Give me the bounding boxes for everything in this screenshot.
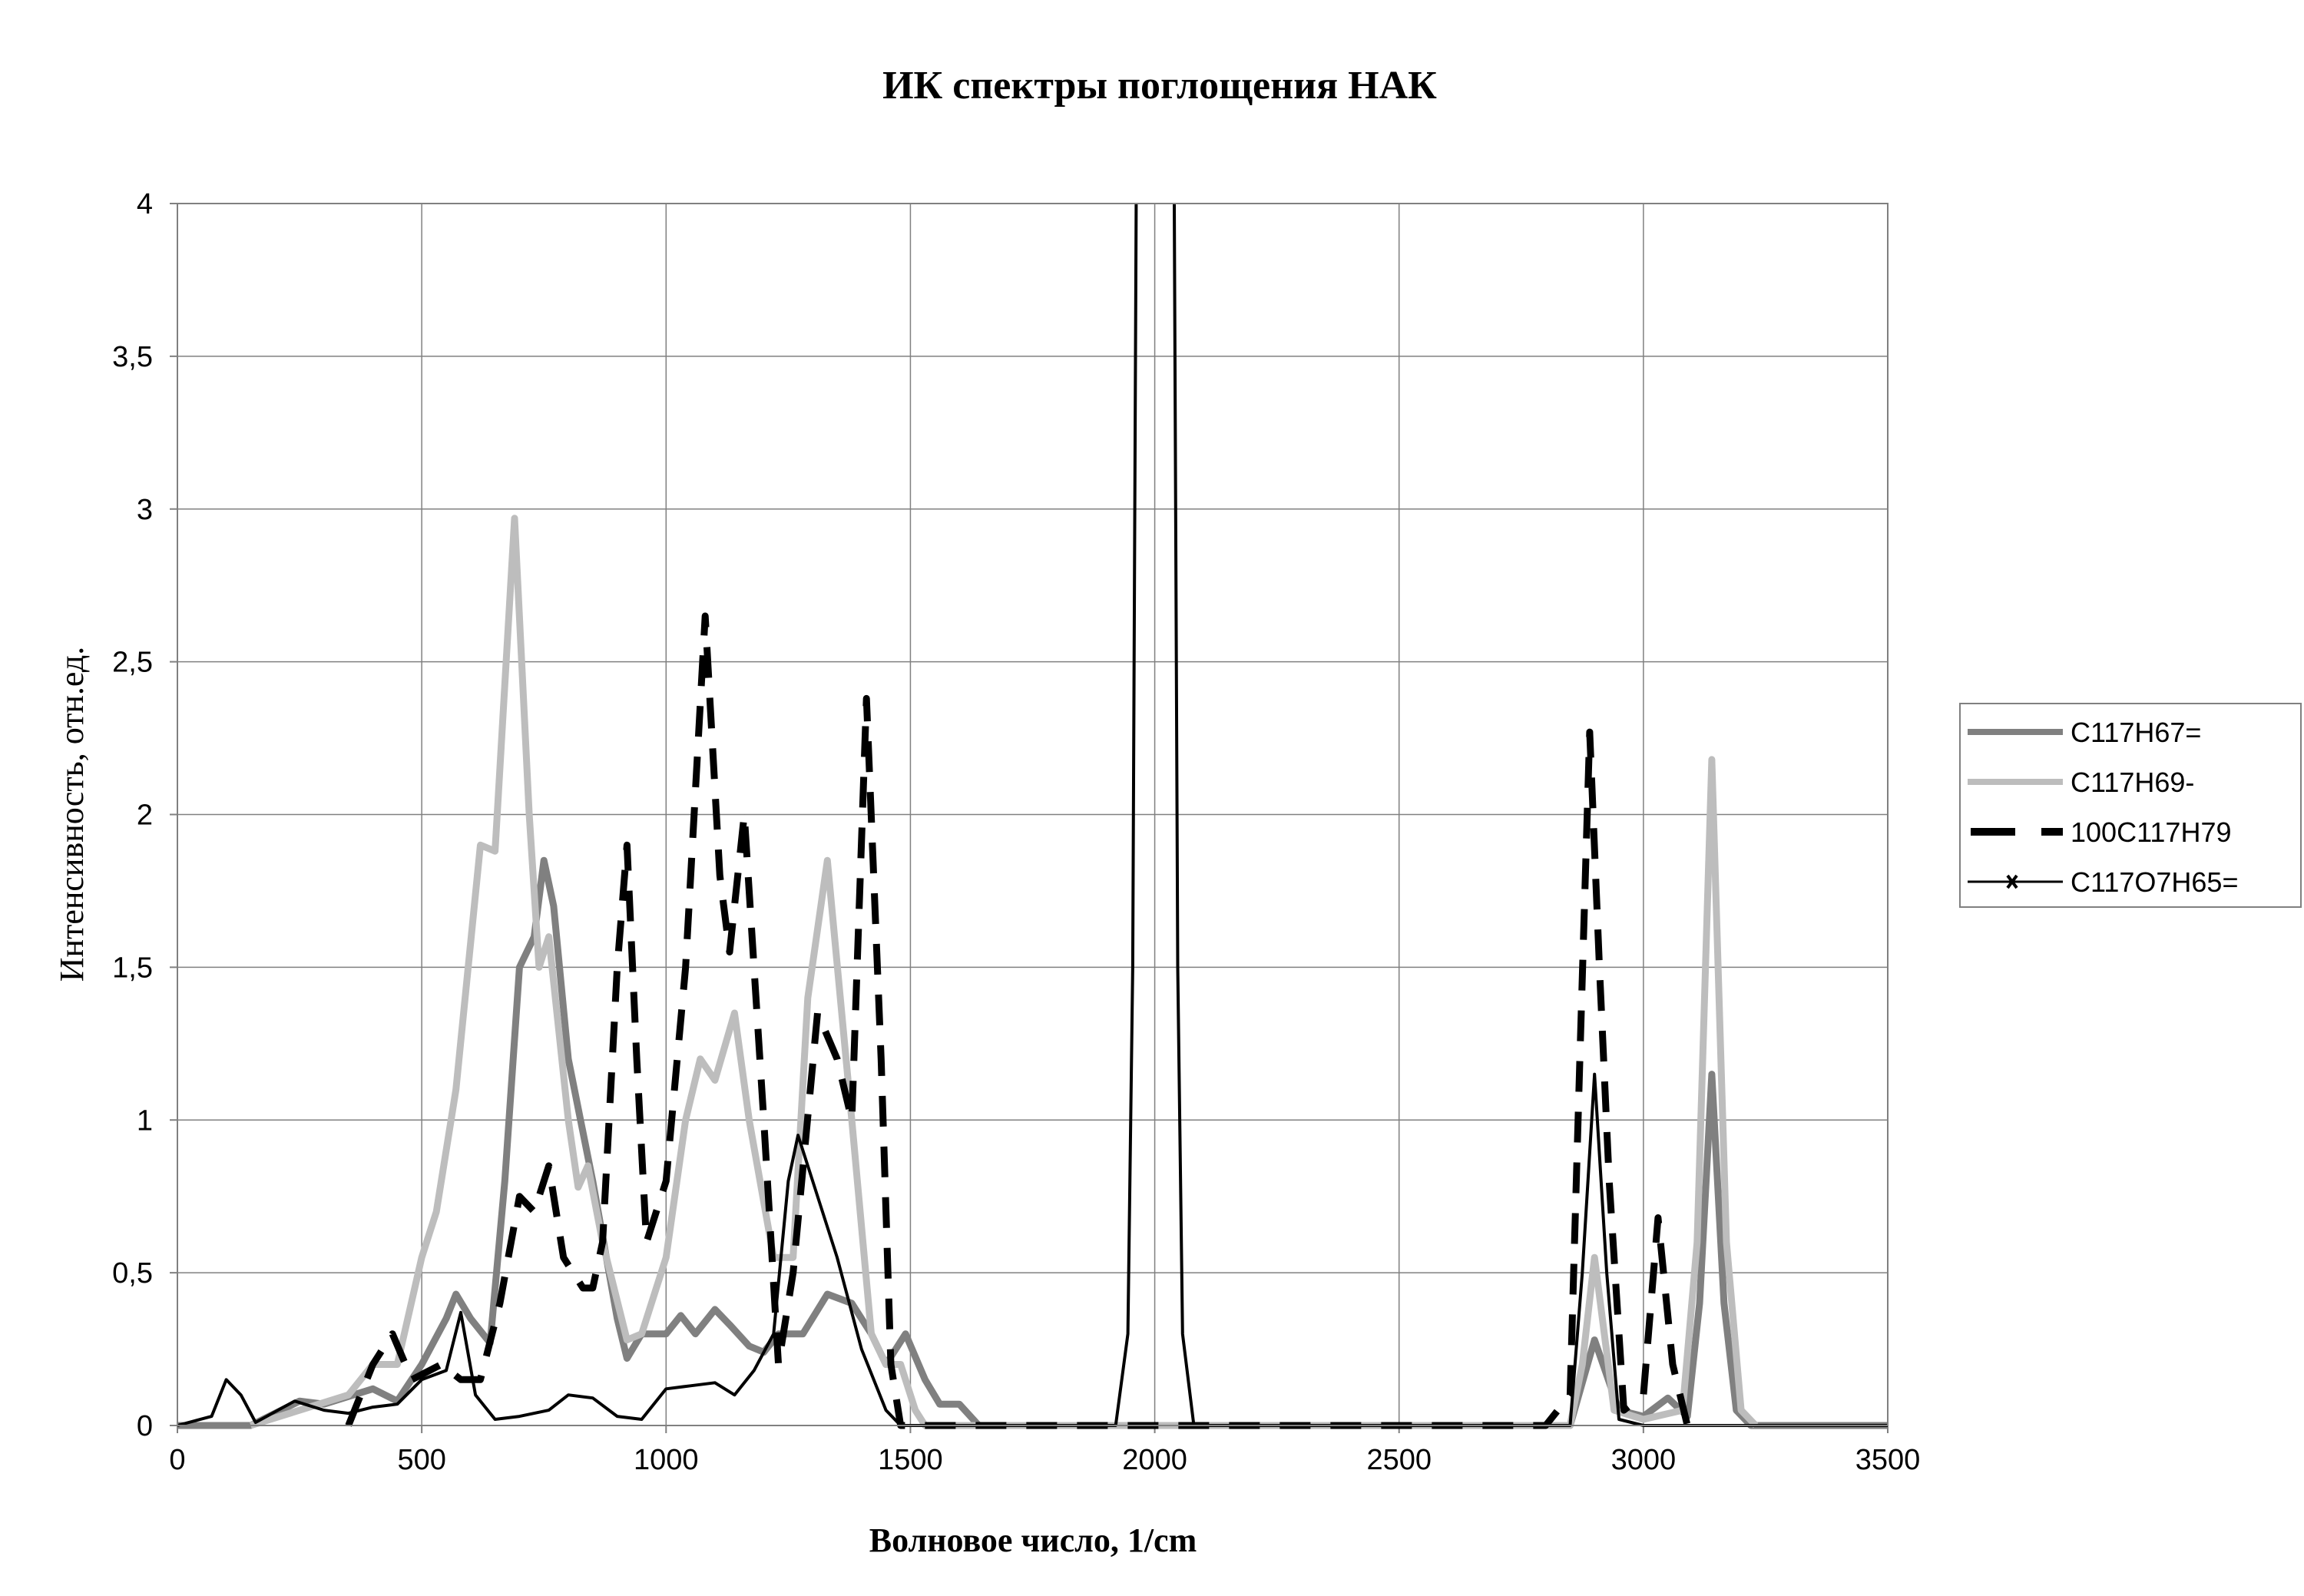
legend-label: C117O7H65=: [2071, 866, 2238, 898]
y-tick-label: 2,5: [112, 647, 153, 679]
legend-label: C117H67=: [2071, 717, 2201, 748]
series-C117H67=: [177, 856, 1889, 1429]
y-tick-label: 2: [137, 800, 153, 832]
x-tick-label: 1500: [878, 1444, 943, 1476]
y-tick-label: 0: [137, 1410, 153, 1442]
series-line: [250, 515, 1759, 1429]
plot-frame: [177, 203, 1889, 1426]
y-tick-label: 1,5: [112, 952, 153, 984]
x-tick-label: 3000: [1611, 1444, 1677, 1476]
legend-marker-x-icon: [2006, 874, 2018, 889]
series-line: [345, 612, 1691, 1429]
series-group: [177, 203, 1889, 1429]
x-tick-label: 0: [169, 1444, 185, 1476]
y-tick-label: 3: [137, 494, 153, 526]
y-axis-label: Интенсивность, отн.ед.: [53, 647, 91, 982]
y-tick-label: 0,5: [112, 1257, 153, 1290]
series-line: [177, 856, 1888, 1429]
legend-label: C117H69-: [2071, 767, 2194, 798]
series-C117H69-: [250, 515, 1759, 1429]
y-tick-label: 1: [137, 1104, 153, 1137]
y-tick-labels: 0 0,5 1 1,5 2 2,5 3 3,5 4: [112, 188, 153, 1442]
legend-label: 100C117H79: [2071, 816, 2232, 848]
x-tick-label: 500: [397, 1444, 445, 1476]
x-tick-label: 3500: [1855, 1444, 1921, 1476]
x-tick-label: 2500: [1366, 1444, 1432, 1476]
x-tick-label: 1000: [634, 1444, 699, 1476]
y-tick-label: 4: [137, 188, 153, 220]
x-axis-label: Волновое число, 1/cm: [869, 1521, 1197, 1559]
chart-title: ИК спектры поглощения НАК: [882, 64, 1437, 108]
x-tick-label: 2000: [1122, 1444, 1187, 1476]
series-100C117H79: [345, 612, 1691, 1429]
x-tick-labels: 0 500 1000 1500 2000 2500 3000 3500: [169, 1444, 1920, 1476]
legend: C117H67= C117H69- 100C117H79 C117O7H65=: [1959, 703, 2302, 908]
y-tick-label: 3,5: [112, 341, 153, 373]
legend-box: [1959, 703, 2302, 908]
series-line: [177, 203, 1138, 1427]
